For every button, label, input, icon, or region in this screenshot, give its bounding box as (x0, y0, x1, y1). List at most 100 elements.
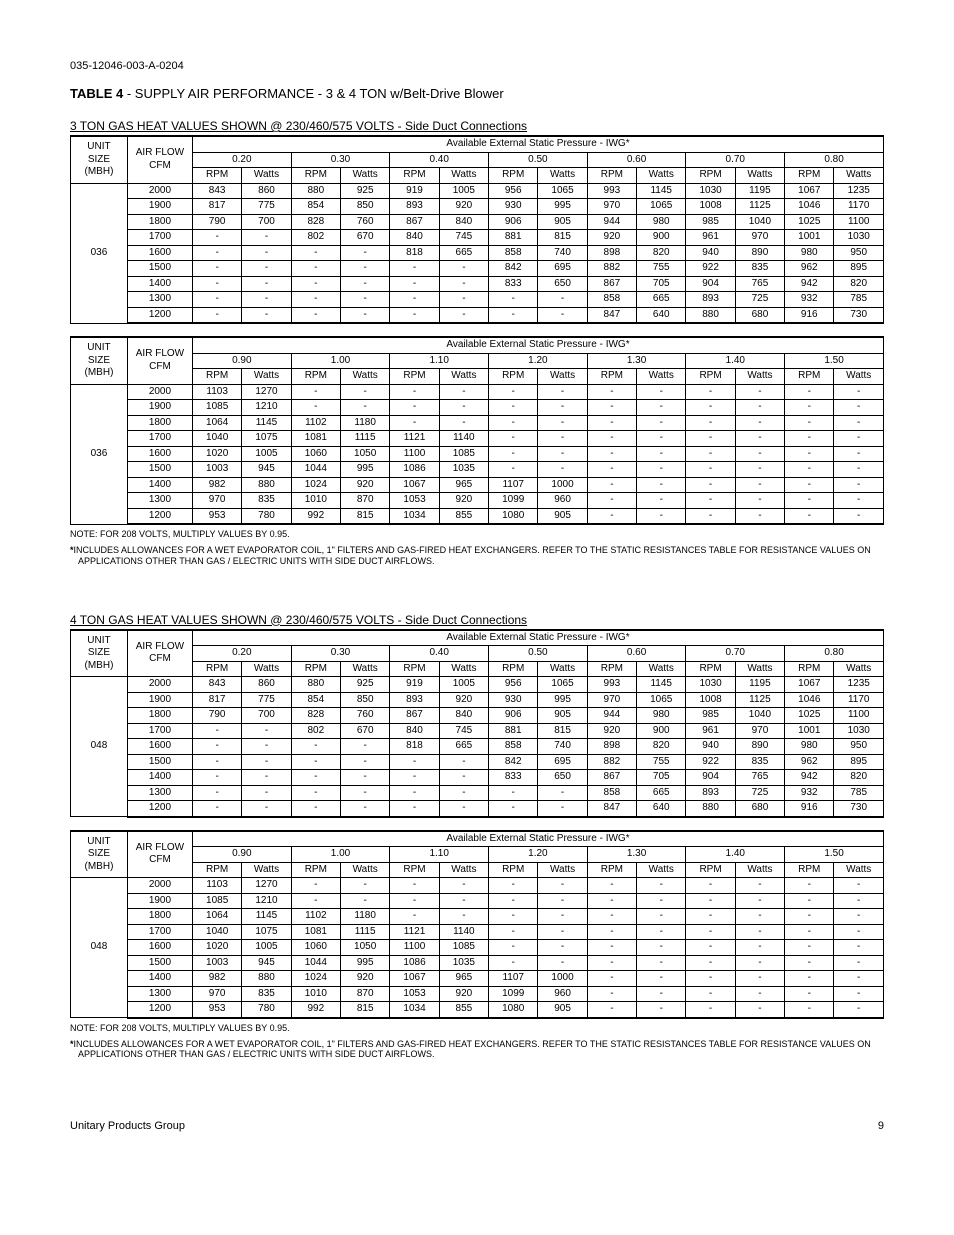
data-cell: 745 (439, 723, 488, 739)
data-cell: 765 (735, 276, 784, 292)
data-cell: - (587, 909, 636, 925)
data-cell: 818 (390, 245, 439, 261)
data-cell: 1115 (341, 431, 390, 447)
airflow-cell: 1400 (127, 770, 192, 786)
data-cell: 854 (291, 199, 340, 215)
data-cell: 1100 (390, 940, 439, 956)
airflow-cell: 1800 (127, 708, 192, 724)
watts-header: Watts (834, 369, 884, 385)
data-cell: 880 (291, 677, 340, 693)
data-cell: 1081 (291, 924, 340, 940)
data-cell: 1235 (834, 677, 884, 693)
watts-header: Watts (637, 168, 686, 184)
data-cell: - (686, 909, 735, 925)
data-cell: 970 (192, 986, 241, 1002)
data-cell: 900 (637, 723, 686, 739)
airflow-cell: 1300 (127, 292, 192, 308)
data-cell: - (735, 955, 784, 971)
data-cell: - (637, 986, 686, 1002)
data-cell: 785 (834, 785, 884, 801)
data-cell: 1100 (390, 446, 439, 462)
data-cell: 942 (785, 276, 834, 292)
data-cell: 882 (587, 754, 636, 770)
data-cell: 1085 (439, 940, 488, 956)
rpm-header: RPM (587, 369, 636, 385)
data-cell: 920 (439, 986, 488, 1002)
data-cell: - (834, 955, 884, 971)
data-cell: 1080 (489, 508, 538, 524)
data-cell: 940 (686, 739, 735, 755)
data-cell: 820 (637, 245, 686, 261)
data-cell: 835 (242, 493, 291, 509)
data-cell: - (439, 415, 488, 431)
data-cell: 705 (637, 276, 686, 292)
data-cell: 650 (538, 276, 587, 292)
data-cell: 905 (538, 1002, 587, 1018)
data-cell: 860 (242, 677, 291, 693)
data-cell: 842 (489, 754, 538, 770)
pressure-col: 1.30 (587, 353, 686, 369)
data-cell: - (192, 230, 241, 246)
data-cell: 904 (686, 770, 735, 786)
data-cell: - (291, 292, 340, 308)
data-cell: - (686, 493, 735, 509)
data-cell: 995 (538, 692, 587, 708)
rpm-header: RPM (587, 862, 636, 878)
data-cell: 920 (439, 199, 488, 215)
data-cell: 843 (192, 677, 241, 693)
performance-table: UNITSIZE(MBH)AIR FLOWCFMAvailable Extern… (70, 629, 884, 818)
data-cell: - (686, 924, 735, 940)
watts-header: Watts (735, 168, 784, 184)
data-cell: - (489, 292, 538, 308)
unit-size-header: UNITSIZE(MBH) (71, 831, 128, 878)
data-cell: - (192, 261, 241, 277)
data-cell: - (489, 462, 538, 478)
data-cell: 820 (637, 739, 686, 755)
data-cell: 970 (735, 230, 784, 246)
data-cell: - (291, 785, 340, 801)
data-cell: - (785, 924, 834, 940)
data-cell: - (735, 431, 784, 447)
data-cell: - (390, 384, 439, 400)
data-cell: 755 (637, 261, 686, 277)
pressure-col: 1.30 (587, 847, 686, 863)
pressure-col: 1.00 (291, 353, 390, 369)
data-cell: - (242, 785, 291, 801)
data-cell: 980 (785, 245, 834, 261)
rpm-header: RPM (192, 862, 241, 878)
data-cell: - (489, 446, 538, 462)
data-cell: 1030 (834, 723, 884, 739)
data-cell: 850 (341, 199, 390, 215)
airflow-cell: 1300 (127, 493, 192, 509)
data-cell: - (587, 384, 636, 400)
data-cell: 867 (390, 214, 439, 230)
watts-header: Watts (242, 862, 291, 878)
watts-header: Watts (735, 862, 784, 878)
data-cell: 665 (637, 292, 686, 308)
data-cell: - (735, 493, 784, 509)
watts-header: Watts (538, 661, 587, 677)
data-cell: - (242, 723, 291, 739)
pressure-col: 1.20 (489, 847, 588, 863)
data-cell: - (637, 462, 686, 478)
data-cell: - (785, 893, 834, 909)
airflow-cell: 1200 (127, 307, 192, 323)
data-cell: 815 (341, 508, 390, 524)
data-cell: 835 (242, 986, 291, 1002)
data-cell: - (291, 893, 340, 909)
data-cell: 725 (735, 292, 784, 308)
airflow-cell: 1500 (127, 261, 192, 277)
data-cell: 1140 (439, 924, 488, 940)
data-cell: 835 (735, 261, 784, 277)
data-cell: 1067 (785, 183, 834, 199)
data-cell: 1102 (291, 909, 340, 925)
data-cell: 640 (637, 307, 686, 323)
data-cell: - (291, 307, 340, 323)
pressure-header: Available External Static Pressure - IWG… (192, 337, 883, 353)
watts-header: Watts (637, 862, 686, 878)
rpm-header: RPM (587, 661, 636, 677)
data-cell: - (834, 462, 884, 478)
pressure-col: 0.30 (291, 646, 390, 662)
airflow-cell: 1800 (127, 214, 192, 230)
data-cell: 1145 (242, 909, 291, 925)
